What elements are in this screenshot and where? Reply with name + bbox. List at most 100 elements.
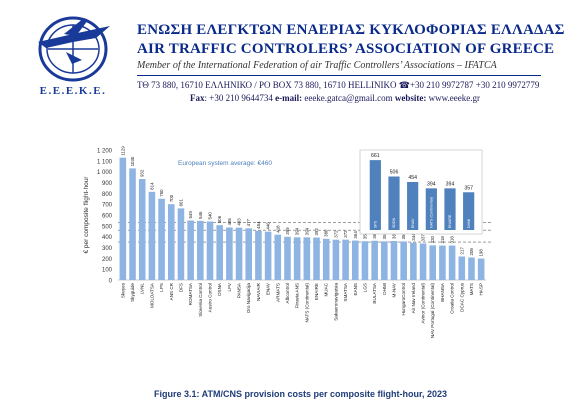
category-label: Croatia Control <box>450 283 455 314</box>
bar <box>216 225 223 280</box>
website-link[interactable]: www.eeeke.gr <box>426 93 480 103</box>
bar <box>381 241 388 280</box>
bar-value-label: 362 <box>372 231 377 239</box>
association-logo: Ε.Ε.Ε.Κ.Ε. <box>26 12 121 98</box>
bar-value-label: 418 <box>275 225 280 233</box>
category-label: DCAC Cyprus <box>459 282 464 312</box>
category-label: ENAIRE <box>314 283 319 300</box>
contact-line-2: Fax: +30 210 9644734 e-mail: eeeke.gatca… <box>190 93 480 103</box>
category-label: ENAV <box>266 282 271 295</box>
bar-value-label: 546 <box>198 211 203 219</box>
category-label: DHMI <box>382 283 387 295</box>
bar-value-label: 932 <box>140 169 145 177</box>
category-label: Slovenia Control <box>198 283 203 317</box>
y-tick-label: 900 <box>102 181 113 187</box>
bar <box>390 241 398 280</box>
bar <box>235 227 243 280</box>
header-rule <box>137 75 541 76</box>
category-label: LVNL <box>140 283 145 295</box>
bar-value-label: 661 <box>178 199 183 207</box>
bar-value-label: 318 <box>440 236 445 244</box>
cost-bar-chart: 0 100 200 300 400 500 600 700 800 900 1 000 1 100 1 … <box>83 146 492 339</box>
y-tick-label: 700 <box>102 203 113 209</box>
bar-value-label: 540 <box>208 212 213 220</box>
bar <box>468 257 475 280</box>
bar-value-label: 358 <box>362 231 367 239</box>
bar <box>410 242 417 280</box>
bar-value-label: 318 <box>450 236 455 244</box>
bar <box>332 239 340 280</box>
category-label: EANS <box>353 283 358 296</box>
bar <box>419 243 427 280</box>
category-label: Skeyes <box>120 282 125 298</box>
category-label: HASP <box>479 283 484 296</box>
email-label: e-mail: <box>272 93 303 103</box>
bar-value-label: 446 <box>266 222 271 230</box>
category-label: NATS (Continental) <box>304 283 309 323</box>
category-label: M-NAV <box>392 282 397 297</box>
inset-bar <box>388 176 400 230</box>
bar-value-label: 1129 <box>120 146 125 156</box>
category-label: LGS <box>362 283 367 292</box>
inset-category-label: ENAIRE <box>448 214 452 228</box>
y-tick-label: 500 <box>102 224 113 230</box>
inset-value-label: 506 <box>390 170 399 176</box>
bar-value-label: 344 <box>411 233 416 241</box>
category-label: NAV Portugal (Continental) <box>430 283 435 339</box>
bar-value-label: 392 <box>314 228 319 236</box>
inset-bar <box>463 192 475 230</box>
bar <box>400 241 407 280</box>
email-link[interactable]: eeeke.gatca@gmail.com <box>302 93 393 103</box>
category-label: ARMATS <box>275 283 280 302</box>
category-label: Oro Navigacija <box>246 283 251 314</box>
bar <box>458 256 466 280</box>
category-label: ANS CR <box>169 282 174 300</box>
bar-value-label: 477 <box>246 218 251 226</box>
bar <box>371 240 378 280</box>
category-label: LPS <box>159 283 164 292</box>
y-tick-label: 800 <box>102 192 113 198</box>
bar <box>284 236 291 280</box>
inset-category-label: SDDN <box>392 217 396 228</box>
bar <box>177 208 185 280</box>
bar <box>429 245 437 280</box>
category-label: BHANSA <box>440 282 445 302</box>
bar <box>245 228 253 280</box>
category-label: MOLDATSA <box>149 282 154 308</box>
bar <box>448 245 456 280</box>
bar-value-label: 217 <box>459 247 464 255</box>
title-greek: ΕΝΩΣΗ ΕΛΕΓΚΤΩΝ ΕΝΑΕΡΙΑΣ ΚΥΚΛΟΦΟΡΙΑΣ ΕΛΛΑ… <box>137 22 565 38</box>
inset-category-label: SPS <box>374 220 378 228</box>
category-label: Albcontrol <box>285 283 290 303</box>
inset-category-label: ENAV <box>411 218 415 228</box>
bar <box>342 239 349 280</box>
bar <box>477 258 485 280</box>
inset-value-label: 394 <box>446 181 455 187</box>
bar <box>187 220 194 280</box>
bar <box>138 179 146 280</box>
bar-value-label: 700 <box>169 194 174 202</box>
bar-value-label: 360 <box>392 231 397 239</box>
bar <box>322 238 330 280</box>
chart-annotation: European system average: €460 <box>178 160 272 167</box>
category-label: Finavia ANS <box>295 283 300 308</box>
bar-value-label: 357 <box>382 231 387 239</box>
bar-value-label: 394 <box>304 227 309 235</box>
y-tick-label: 0 <box>109 279 113 285</box>
inset-value-label: 661 <box>371 153 380 159</box>
bar <box>206 221 214 280</box>
y-tick-label: 200 <box>102 257 113 263</box>
bar <box>351 240 359 280</box>
inset-bar <box>369 160 381 230</box>
inset-category-label: DHMI <box>467 219 471 228</box>
bar <box>158 198 165 280</box>
y-tick-label: 1 200 <box>97 149 113 155</box>
bar-value-label: 506 <box>217 215 222 223</box>
bar-value-label: 750 <box>159 189 164 197</box>
category-label: ROMATSA <box>188 282 193 305</box>
inset-bar <box>444 188 456 230</box>
y-tick-label: 400 <box>102 235 113 241</box>
bar <box>303 237 311 280</box>
y-tick-label: 600 <box>102 214 113 220</box>
category-label: MATS <box>469 283 474 295</box>
